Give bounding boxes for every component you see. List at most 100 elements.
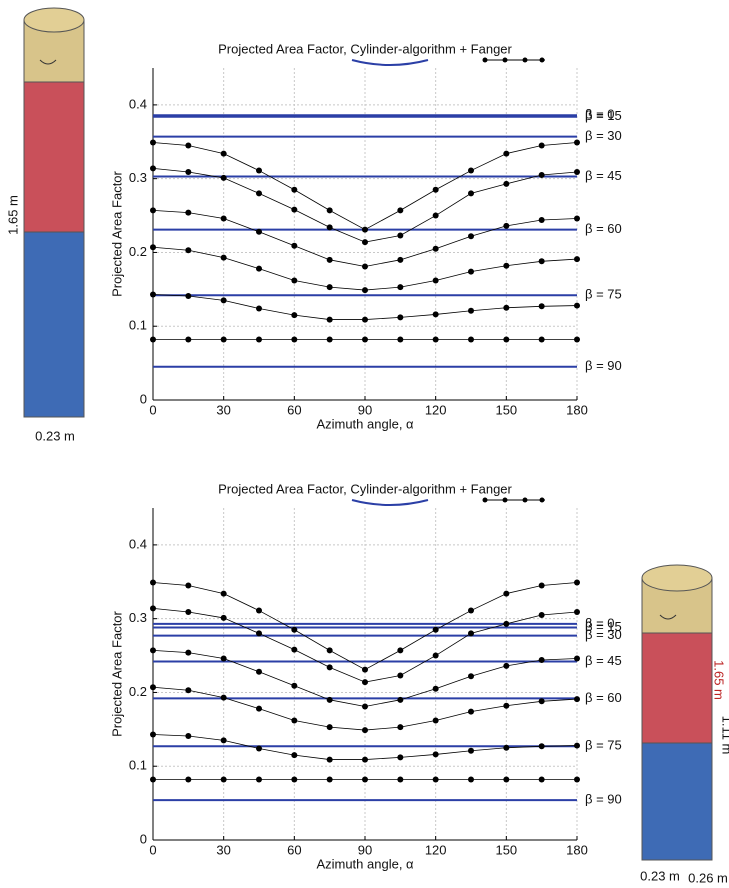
y-tick-label: 0.2 (129, 244, 147, 259)
x-axis-label: Azimuth angle, α (316, 416, 414, 431)
data-point (574, 302, 580, 309)
x-tick-label: 0 (149, 402, 156, 417)
dimension-label: 0.26 m (688, 870, 728, 885)
data-point (256, 305, 262, 312)
data-point (150, 207, 156, 214)
data-point (503, 702, 510, 709)
data-point (150, 731, 156, 738)
legend-marker (502, 57, 508, 63)
data-point (503, 590, 510, 597)
data-point (220, 655, 227, 662)
data-point (256, 607, 262, 614)
data-point (432, 626, 439, 633)
data-point (220, 297, 227, 304)
data-point (326, 336, 333, 343)
data-point (185, 292, 192, 299)
data-point (432, 717, 439, 724)
data-point (432, 186, 439, 193)
data-point (326, 724, 333, 731)
reference-label: β = 90 (585, 792, 622, 807)
data-point (326, 284, 333, 291)
dimension-label: 1.65 m (712, 660, 727, 700)
data-point (220, 336, 227, 343)
data-point (503, 744, 510, 751)
data-point (468, 336, 474, 343)
data-point (432, 311, 439, 318)
data-point (574, 169, 580, 176)
data-point (326, 316, 333, 323)
data-point (362, 336, 368, 343)
data-point (256, 265, 262, 272)
legend-marker (539, 57, 545, 63)
data-point (503, 304, 510, 311)
data-point (362, 239, 368, 246)
data-point (574, 336, 580, 343)
reference-label: β = 45 (585, 653, 622, 668)
data-point (538, 743, 545, 750)
data-point (538, 336, 545, 343)
data-point (397, 647, 404, 654)
data-point (574, 776, 580, 783)
data-point (468, 268, 474, 275)
data-point (291, 312, 298, 319)
data-point (150, 605, 156, 612)
data-point (503, 776, 510, 783)
data-point (432, 776, 439, 783)
data-point (185, 336, 192, 343)
data-point (150, 244, 156, 251)
data-point (468, 776, 474, 783)
data-point (574, 696, 580, 703)
data-point (291, 646, 298, 653)
data-point (503, 662, 510, 669)
data-point (220, 776, 227, 783)
data-point (468, 630, 474, 637)
data-point (220, 737, 227, 744)
data-point (397, 776, 404, 783)
x-tick-label: 30 (216, 402, 230, 417)
x-tick-label: 180 (566, 842, 588, 857)
data-point (538, 776, 545, 783)
data-point (397, 724, 404, 731)
reference-label: β = 15 (585, 108, 622, 123)
data-point (185, 209, 192, 216)
y-tick-label: 0.1 (129, 318, 147, 333)
data-point (432, 245, 439, 252)
y-tick-label: 0.4 (129, 96, 147, 111)
y-tick-label: 0 (140, 391, 147, 406)
dimension-label: 0.23 m (640, 868, 680, 883)
data-point (538, 216, 545, 223)
y-tick-label: 0.4 (129, 536, 147, 551)
dimension-label: 1.65 m (5, 195, 20, 235)
legend-marker (539, 497, 545, 503)
data-point (256, 776, 262, 783)
data-point (326, 776, 333, 783)
data-point (185, 247, 192, 254)
y-tick-label: 0.2 (129, 684, 147, 699)
x-tick-label: 150 (495, 842, 517, 857)
data-point (503, 620, 510, 627)
title-decoration (351, 499, 429, 506)
data-point (291, 776, 298, 783)
data-point (432, 652, 439, 659)
series-line (152, 209, 578, 267)
data-point (362, 776, 368, 783)
data-point (362, 679, 368, 686)
data-point (362, 263, 368, 270)
data-point (468, 747, 474, 754)
data-point (256, 705, 262, 712)
data-point (468, 708, 474, 715)
data-point (574, 215, 580, 222)
x-tick-label: 180 (566, 402, 588, 417)
data-point (362, 703, 368, 710)
x-tick-label: 0 (149, 842, 156, 857)
data-point (432, 751, 439, 758)
data-point (185, 142, 192, 149)
x-tick-label: 60 (287, 402, 301, 417)
data-point (432, 685, 439, 692)
data-point (185, 582, 192, 589)
data-point (432, 212, 439, 219)
data-point (291, 626, 298, 633)
data-point (538, 142, 545, 149)
data-point (538, 611, 545, 618)
data-point (256, 228, 262, 235)
